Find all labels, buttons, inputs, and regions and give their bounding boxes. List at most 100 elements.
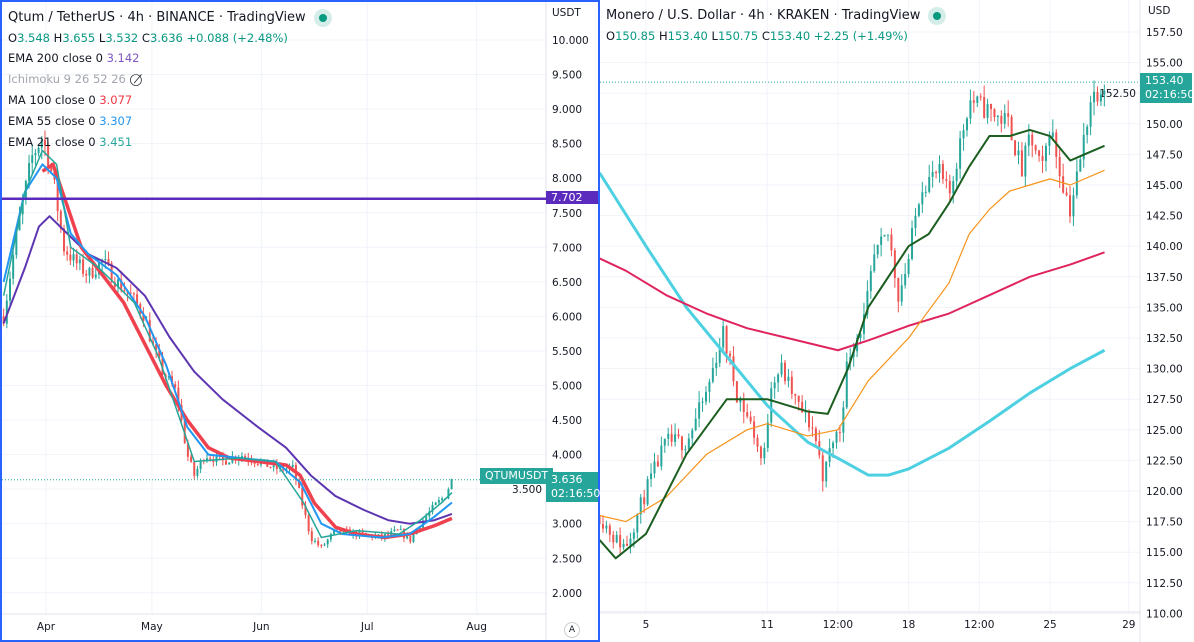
y-tick-label: 117.50 <box>1146 517 1183 529</box>
candle-body <box>680 436 683 451</box>
candle-body <box>177 387 180 405</box>
indicator-ma100[interactable]: MA 100 close 0 3.077 <box>8 90 332 111</box>
candle-body <box>1072 195 1075 217</box>
candle-body <box>718 347 721 363</box>
y-tick-label: 8.500 <box>552 139 582 151</box>
ma-line-ma-3 <box>600 169 1105 523</box>
y-tick-label: 4.000 <box>552 450 582 462</box>
candle-body <box>320 545 323 547</box>
candle-body <box>1082 134 1085 160</box>
candle-body <box>959 138 962 169</box>
candle-body <box>225 460 228 465</box>
y-tick-label: 7.500 <box>552 208 582 220</box>
candle-body <box>629 538 632 547</box>
monero-chart-panel[interactable]: 157.50 155.00 152.50 150.00 147.50 145.00 142.… <box>600 0 1194 642</box>
candle-body <box>117 279 120 288</box>
candle-body <box>650 473 653 480</box>
candle-body <box>825 461 828 482</box>
y-tick-label: 147.50 <box>1146 149 1183 161</box>
candle-body <box>428 511 431 517</box>
candle-body <box>643 497 646 505</box>
ma-line-ema-21 <box>2 149 453 539</box>
candle-body <box>113 282 116 288</box>
candle-body <box>326 539 329 545</box>
ma-line-ema-200 <box>2 215 453 525</box>
candle-body <box>1027 134 1030 146</box>
candle-body <box>1051 132 1054 137</box>
candle-body <box>399 529 402 531</box>
y-tick-label: 3.500 <box>512 484 542 496</box>
candle-body <box>186 443 189 457</box>
indicator-value: 3.142 <box>106 51 140 65</box>
candle-body <box>735 381 738 403</box>
candle-body <box>298 480 301 488</box>
candle-body <box>653 461 656 474</box>
market-status-icon <box>928 7 947 25</box>
candle-body <box>396 529 399 531</box>
candle-body <box>862 314 865 334</box>
symbol-title: Qtum / TetherUS · 4h · BINANCE · Trading… <box>8 10 306 25</box>
candle-body <box>82 259 85 274</box>
candle-body <box>766 422 769 448</box>
candle-body <box>431 504 434 512</box>
indicator-ichimoku[interactable]: Ichimoku 9 26 52 26 ◯̸ <box>8 69 332 90</box>
candle-body <box>447 489 450 499</box>
qtum-chart-panel[interactable]: 10.000 9.500 9.000 8.500 8.000 7.500 7.000 6.50… <box>0 0 600 642</box>
candle-body <box>72 254 75 261</box>
candle-body <box>361 531 364 533</box>
candle-body <box>722 326 725 348</box>
candle-body <box>914 215 917 229</box>
candle-body <box>739 399 742 403</box>
candle-body <box>34 153 37 156</box>
auto-scale-button[interactable]: A <box>564 622 580 638</box>
candle-body <box>1048 136 1051 146</box>
candle-body <box>742 399 745 413</box>
candle-body <box>50 167 53 172</box>
candle-body <box>88 267 91 276</box>
hidden-eye-icon[interactable]: ◯̸ <box>129 72 143 86</box>
candle-body <box>1014 140 1017 156</box>
candle-body <box>605 525 608 529</box>
candle-body <box>821 455 824 482</box>
candle-body <box>1007 113 1010 117</box>
candle-body <box>832 442 835 449</box>
currency-label[interactable]: USDT <box>552 7 581 19</box>
candle-body <box>945 179 948 181</box>
candle-body <box>897 278 900 302</box>
candle-body <box>78 259 81 264</box>
candle-body <box>756 437 759 447</box>
high-value: 3.655 <box>62 31 96 45</box>
candle-body <box>808 411 811 428</box>
qtum-chart-canvas[interactable]: 10.000 9.500 9.000 8.500 8.000 7.500 7.000 6.50… <box>2 2 598 640</box>
candle-body <box>986 103 989 118</box>
ma-line-slow-ma <box>600 171 1106 477</box>
monero-title: Monero / U.S. Dollar · 4h · KRAKEN · Tra… <box>606 6 947 26</box>
candle-body <box>104 258 107 260</box>
indicator-value: 3.077 <box>99 93 133 107</box>
candle-body <box>28 163 31 181</box>
candle-body <box>990 103 993 110</box>
candle-body <box>615 535 618 543</box>
candle-body <box>158 350 161 358</box>
indicator-ema21[interactable]: EMA 21 close 0 3.451 <box>8 132 332 153</box>
candle-body <box>753 421 756 438</box>
close-value: 153.40 <box>769 29 811 43</box>
candle-body <box>31 155 34 164</box>
y-tick-label: 132.50 <box>1146 333 1183 345</box>
candle-body <box>780 362 783 375</box>
currency-label[interactable]: USD <box>1148 5 1171 17</box>
candle-body <box>904 273 907 286</box>
hline-price-tag: 7.702 <box>546 191 598 204</box>
candle-body <box>972 100 975 103</box>
candle-body <box>787 376 790 381</box>
candle-body <box>1099 94 1102 102</box>
candle-body <box>317 540 320 546</box>
y-tick-label: 155.00 <box>1146 58 1183 70</box>
last-price: 153.40 <box>1145 74 1184 87</box>
indicator-ema200[interactable]: EMA 200 close 0 3.142 <box>8 48 332 69</box>
indicator-ema55[interactable]: EMA 55 close 0 3.307 <box>8 111 332 132</box>
candle-body <box>256 463 259 465</box>
candle-body <box>387 534 390 536</box>
y-tick-label: 137.50 <box>1146 272 1183 284</box>
monero-chart-canvas[interactable]: 157.50 155.00 152.50 150.00 147.50 145.00 142.… <box>600 0 1194 642</box>
